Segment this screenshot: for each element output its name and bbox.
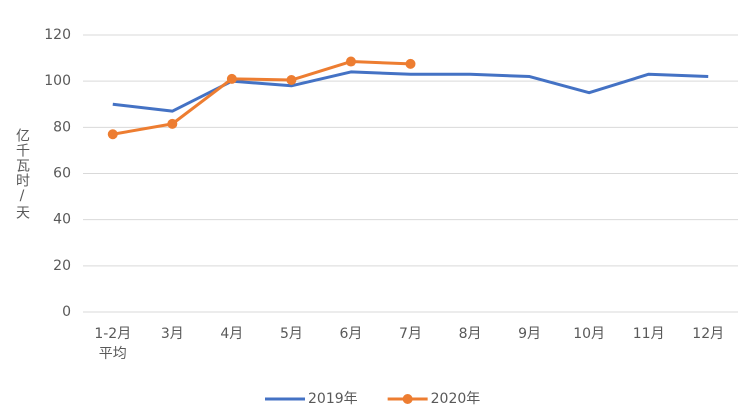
- x-tick-label: 6月: [339, 326, 363, 342]
- data-point: [226, 73, 237, 84]
- data-point: [345, 56, 356, 67]
- x-tick-label: 3月: [160, 326, 184, 342]
- y-tick-label: 20: [53, 258, 71, 274]
- x-tick-label: 12月: [692, 326, 725, 342]
- data-point: [167, 118, 178, 129]
- y-tick-label: 120: [44, 27, 71, 43]
- x-tick-label: 11月: [632, 326, 665, 342]
- legend-label: 2020年: [431, 391, 481, 407]
- y-axis-label: 亿千瓦时/天: [14, 128, 30, 220]
- x-tick-label: 8月: [458, 326, 482, 342]
- x-tick-label: 1-2月 平均: [94, 326, 132, 362]
- x-tick-label: 7月: [399, 326, 422, 342]
- data-point: [107, 129, 118, 140]
- data-point: [405, 58, 416, 69]
- legend-label: 2019年: [308, 391, 358, 407]
- y-tick-label: 100: [44, 73, 71, 89]
- x-tick-label: 9月: [518, 326, 542, 342]
- x-tick-label: 10月: [573, 326, 606, 342]
- data-point: [286, 75, 297, 86]
- legend-marker: [402, 394, 413, 404]
- y-tick-label: 80: [53, 119, 71, 135]
- series-line: [112, 60, 411, 136]
- series-line: [112, 70, 709, 113]
- y-tick-label: 40: [53, 212, 71, 228]
- x-tick-label: 5月: [279, 326, 303, 342]
- y-tick-label: 60: [53, 166, 71, 182]
- y-tick-label: 0: [62, 304, 71, 320]
- x-tick-label: 4月: [220, 326, 244, 342]
